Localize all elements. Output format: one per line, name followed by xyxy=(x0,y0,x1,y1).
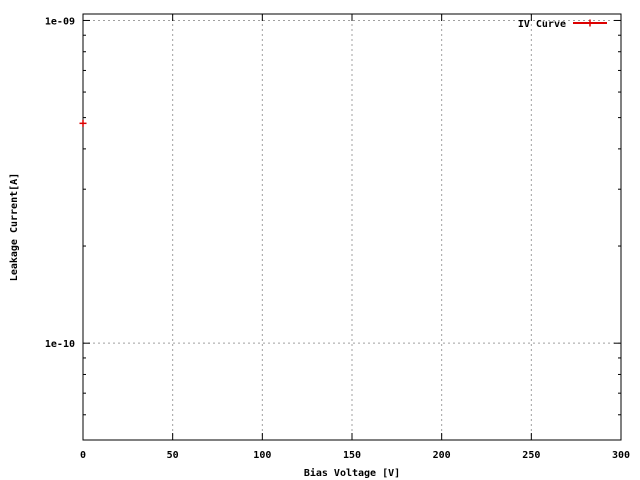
legend-marker xyxy=(586,19,594,27)
x-tick-label: 0 xyxy=(80,450,86,461)
x-tick-label: 50 xyxy=(167,450,179,461)
legend-label: IV Curve xyxy=(518,19,566,30)
y-tick-label: 1e-10 xyxy=(45,339,75,350)
x-tick-labels: 0 50 100 150 200 250 300 xyxy=(80,450,630,461)
plot-frame xyxy=(82,13,622,441)
x-tick-label: 150 xyxy=(343,450,361,461)
x-tick-label: 100 xyxy=(253,450,271,461)
y-axis-label: Leakage Current[A] xyxy=(9,173,20,281)
data-points xyxy=(79,119,87,127)
legend-marker-plus xyxy=(586,19,594,27)
x-axis-label: Bias Voltage [V] xyxy=(304,467,400,479)
x-tick-label: 300 xyxy=(612,450,630,461)
y-tick-label: 1e-09 xyxy=(45,16,75,27)
x-tick-label: 250 xyxy=(522,450,540,461)
x-tick-label: 200 xyxy=(433,450,451,461)
grid-lines xyxy=(83,14,621,440)
legend: IV Curve xyxy=(518,19,607,30)
data-point xyxy=(79,119,87,127)
